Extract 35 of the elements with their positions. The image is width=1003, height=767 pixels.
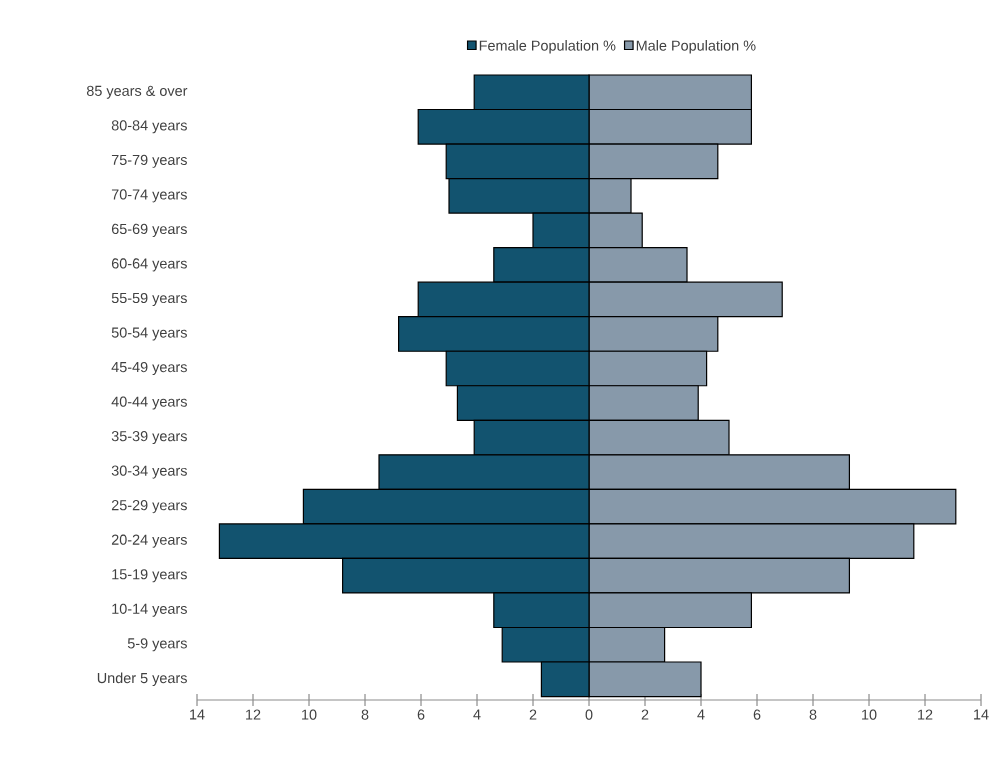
y-tick-label: 80-84 years: [111, 120, 187, 134]
x-tick-label: 8: [361, 709, 369, 720]
y-tick-label: 20-24 years: [111, 534, 187, 548]
y-tick-label: 40-44 years: [111, 396, 187, 410]
x-tick-label: 14: [974, 709, 989, 720]
y-tick-label: Under 5 years: [97, 672, 187, 687]
y-tick-label: 30-34 years: [111, 465, 187, 479]
x-tick-label: 10: [862, 709, 877, 720]
x-tick-label: 0: [585, 709, 593, 720]
y-tick-label: 5-9 years: [127, 638, 187, 652]
y-tick-label: 25-29 years: [111, 500, 187, 514]
x-tick-label: 10: [302, 709, 317, 720]
y-tick-label: 50-54 years: [111, 327, 187, 341]
x-tick-label: 8: [809, 709, 817, 720]
legend-label: Male Population %: [636, 40, 756, 54]
y-tick-label: 55-59 years: [111, 292, 187, 306]
x-tick-label: 6: [753, 709, 761, 720]
x-tick-label: 12: [918, 709, 933, 720]
legend-label: Female Population %: [479, 40, 616, 54]
y-tick-label: 60-64 years: [111, 258, 187, 272]
y-tick-label: 15-19 years: [112, 569, 187, 583]
y-tick-label: 75-79 years: [111, 154, 187, 168]
x-tick-label: 2: [529, 709, 537, 720]
y-tick-label: 35-39 years: [111, 431, 187, 445]
x-tick-label: 6: [417, 709, 425, 720]
y-tick-label: 65-69 years: [111, 223, 187, 237]
x-tick-label: 4: [697, 709, 705, 720]
x-tick-label: 4: [473, 709, 481, 720]
x-tick-label: 12: [246, 709, 261, 720]
y-tick-label: 85 years & over: [86, 85, 188, 99]
y-tick-label: 70-74 years: [111, 189, 187, 203]
x-tick-label: 14: [190, 709, 205, 720]
x-tick-label: 2: [641, 709, 649, 720]
y-tick-label: 45-49 years: [111, 361, 187, 376]
y-tick-label: 10-14 years: [112, 603, 187, 617]
